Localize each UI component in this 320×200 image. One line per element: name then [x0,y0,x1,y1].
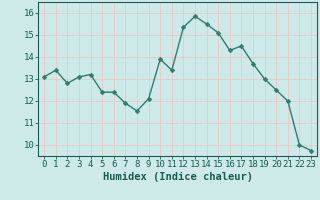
X-axis label: Humidex (Indice chaleur): Humidex (Indice chaleur) [103,172,252,182]
